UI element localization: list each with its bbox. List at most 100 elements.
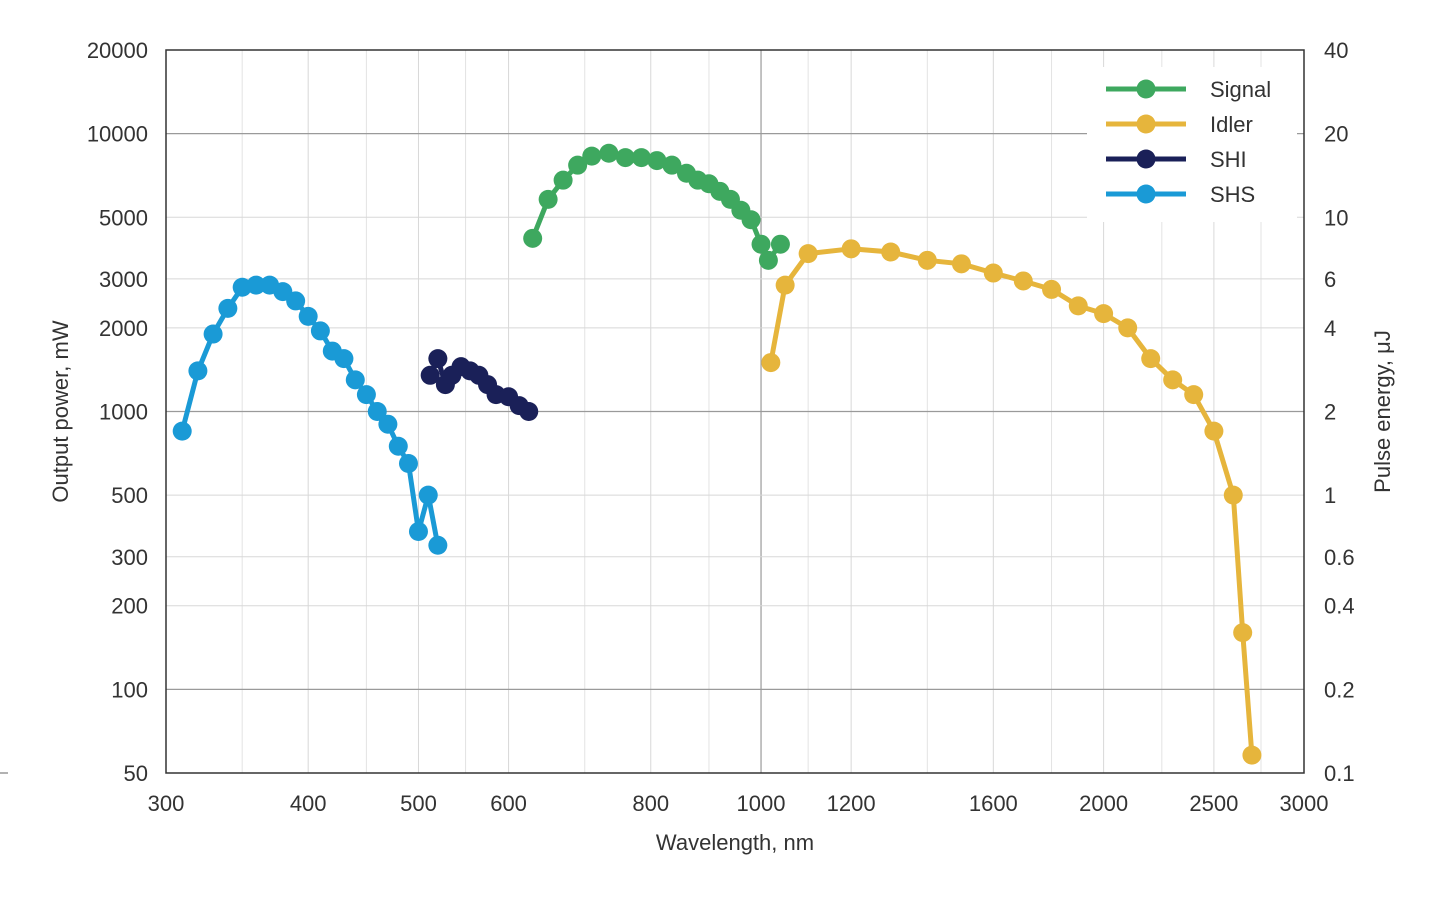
data-point	[367, 402, 387, 421]
legend: Signal Idler SHI SHS	[1087, 67, 1297, 222]
x-tick-label: 2500	[1189, 791, 1238, 816]
data-point	[631, 148, 651, 168]
x-tick-label: 1600	[969, 791, 1018, 816]
data-point	[388, 436, 408, 456]
x-tick-label: 1200	[827, 791, 876, 816]
data-point	[615, 148, 635, 168]
y2-tick-label: 0.4	[1324, 594, 1355, 619]
y-tick-label: 2000	[99, 316, 148, 341]
data-point	[298, 306, 318, 326]
x-tick-label: 500	[400, 791, 437, 816]
data-point	[418, 485, 438, 505]
data-point	[1233, 623, 1253, 643]
legend-swatch-marker	[1136, 79, 1156, 99]
series-line	[768, 246, 1255, 756]
y-tick-label: 50	[124, 761, 148, 786]
x-tick-label: 300	[148, 791, 185, 816]
data-point	[741, 210, 761, 230]
legend-label: SHS	[1210, 182, 1255, 207]
y2-tick-label: 2	[1324, 400, 1336, 425]
data-point	[378, 414, 398, 434]
data-point	[310, 321, 330, 341]
legend-swatch-marker	[1136, 114, 1156, 134]
data-point	[1223, 485, 1243, 505]
data-point	[188, 361, 208, 381]
y-tick-label: 100	[111, 677, 148, 702]
data-point	[172, 421, 192, 441]
y-tick-label: 5000	[99, 205, 148, 230]
data-point	[408, 521, 428, 541]
data-point	[662, 155, 682, 175]
data-point	[334, 349, 354, 369]
legend-label: Signal	[1210, 77, 1271, 102]
y2-tick-label: 10	[1324, 205, 1348, 230]
data-point	[286, 291, 306, 311]
data-point	[1141, 349, 1161, 369]
y2-tick-label: 4	[1324, 316, 1336, 341]
y-tick-label: 300	[111, 545, 148, 570]
tick-labels: 300 400 500 600 800 1000 1200 1600 2000 2500 30005…	[87, 38, 1355, 816]
data-point	[758, 250, 778, 270]
series-line	[179, 282, 441, 546]
x-tick-label: 3000	[1280, 791, 1329, 816]
legend-swatch-marker	[1136, 184, 1156, 204]
x-tick-label: 1000	[737, 791, 786, 816]
data-point	[761, 353, 781, 373]
data-point	[881, 242, 901, 262]
y-axis-label: Output power, mW	[48, 320, 73, 502]
data-point	[428, 535, 448, 555]
data-point	[983, 263, 1003, 283]
data-point	[1042, 279, 1062, 299]
x-tick-label: 2000	[1079, 791, 1128, 816]
y2-tick-label: 20	[1324, 122, 1348, 147]
y-tick-label: 500	[111, 483, 148, 508]
data-point	[798, 244, 818, 264]
data-point	[523, 228, 543, 248]
data-point	[538, 189, 558, 209]
series-shs	[172, 275, 448, 555]
data-point	[1242, 745, 1262, 765]
legend-label: SHI	[1210, 147, 1247, 172]
y2-tick-label: 0.6	[1324, 545, 1355, 570]
y2-tick-label: 6	[1324, 267, 1336, 292]
data-point	[1204, 421, 1224, 441]
legend-swatch-marker	[1136, 149, 1156, 169]
y2-tick-label: 0.2	[1324, 677, 1355, 702]
data-point	[1184, 385, 1204, 405]
series-signal	[523, 143, 790, 270]
y2-tick-label: 40	[1324, 38, 1348, 63]
data-point	[770, 234, 790, 254]
data-point	[1118, 318, 1138, 338]
data-point	[951, 254, 971, 274]
plot-frame	[165, 49, 1305, 774]
data-point	[841, 239, 861, 259]
data-point	[568, 155, 588, 175]
data-point	[599, 143, 619, 163]
y-tick-label: 3000	[99, 267, 148, 292]
grid	[165, 49, 1305, 774]
y-tick-label: 10000	[87, 122, 148, 147]
data-point	[218, 298, 238, 318]
data-point	[582, 146, 602, 166]
data-point	[398, 453, 418, 473]
y2-tick-label: 1	[1324, 483, 1336, 508]
y-tick-label: 20000	[87, 38, 148, 63]
data-point	[1013, 271, 1033, 291]
data-point	[232, 277, 252, 297]
data-point	[356, 385, 376, 405]
data-point	[420, 365, 440, 385]
x-tick-label: 800	[632, 791, 669, 816]
y2-tick-label: 0.1	[1324, 761, 1355, 786]
series-idler	[761, 239, 1262, 765]
data-point	[751, 234, 771, 254]
data-point	[345, 370, 365, 390]
data-point	[775, 275, 795, 295]
data-point	[917, 250, 937, 270]
x-tick-label: 400	[290, 791, 327, 816]
series-layer	[172, 143, 1262, 765]
data-point	[553, 170, 573, 190]
y-tick-label: 1000	[99, 400, 148, 425]
data-point	[428, 349, 448, 369]
legend-label: Idler	[1210, 112, 1253, 137]
